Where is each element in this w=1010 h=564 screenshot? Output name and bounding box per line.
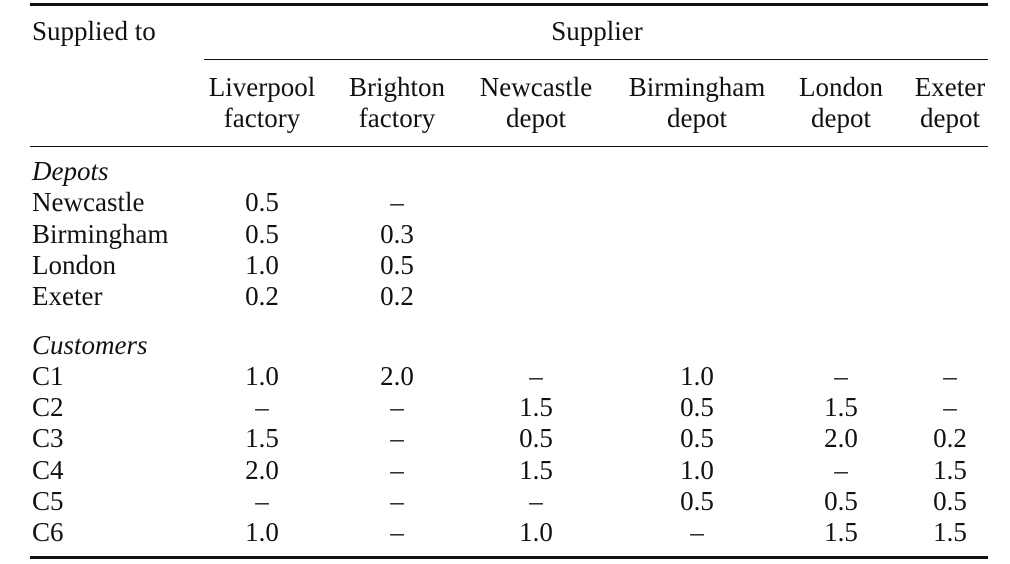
table-cell: 0.5 [245,187,279,217]
table-cell: 1.5 [933,517,967,547]
table-cell: 0.5 [680,486,714,516]
table-cell: 0.5 [680,423,714,453]
stub-header: Supplied to [32,16,156,46]
table-cell: 0.5 [933,486,967,516]
table-cell: 1.5 [519,455,553,485]
row-label: Birmingham [32,219,169,249]
table-cell: 1.5 [519,392,553,422]
col-header-liverpool-line2: factory [223,103,301,133]
col-header-london-line1: London [799,72,883,102]
row-label: C2 [32,392,64,422]
table-cell: – [390,392,404,422]
section-title-customers: Customers [32,330,148,360]
table-cell: 1.5 [245,423,279,453]
section-title-depots: Depots [32,156,109,186]
table-cell: 1.0 [245,250,279,280]
row-label: C4 [32,455,64,485]
table-cell: – [943,361,957,391]
table-cell: 0.5 [519,423,553,453]
row-label: C6 [32,517,64,547]
table-cell: – [529,486,543,516]
col-header-london-line2: depot [811,103,871,133]
table-cell: – [255,486,269,516]
table-cell: – [529,361,543,391]
table-cell: 1.0 [245,361,279,391]
row-label: Newcastle [32,187,145,217]
table-cell: – [690,517,704,547]
table-cell: 0.5 [245,219,279,249]
col-header-exeter-line2: depot [920,103,980,133]
col-header-birmingham-line2: depot [667,103,727,133]
table-cell: 1.0 [680,361,714,391]
table-cell: 0.5 [380,250,414,280]
row-label: C3 [32,423,64,453]
table-cell: 0.2 [245,281,279,311]
top-rule [30,3,988,6]
table-cell: 0.5 [680,392,714,422]
row-label: C5 [32,486,64,516]
header-rule [30,146,988,147]
row-label: London [32,250,116,280]
col-header-newcastle-line2: depot [506,103,566,133]
table-cell: 0.2 [933,423,967,453]
table-cell: – [834,455,848,485]
col-header-brighton-line1: Brighton [348,72,446,102]
bottom-rule [30,556,988,559]
table-cell: – [390,423,404,453]
table-cell: 1.0 [245,517,279,547]
table-cell: 0.5 [824,486,858,516]
col-header-brighton-line2: factory [358,103,436,133]
table-cell: – [390,517,404,547]
table-cell: 2.0 [824,423,858,453]
table-cell: 1.0 [519,517,553,547]
row-label: Exeter [32,281,103,311]
supplier-spanner: Supplier [551,16,643,46]
table-cell: 2.0 [380,361,414,391]
table-cell: 0.2 [380,281,414,311]
spanner-rule [204,59,988,60]
col-header-exeter-line1: Exeter [914,72,986,102]
table-cell: – [834,361,848,391]
table-cell: – [390,455,404,485]
table-cell: 0.3 [380,219,414,249]
table-cell: 2.0 [245,455,279,485]
table-cell: 1.5 [933,455,967,485]
col-header-liverpool-line1: Liverpool [208,72,316,102]
table-cell: – [255,392,269,422]
col-header-birmingham-line1: Birmingham [628,72,766,102]
table-cell: 1.5 [824,392,858,422]
table-cell: – [390,187,404,217]
table-cell: – [390,486,404,516]
table-cell: 1.0 [680,455,714,485]
table-cell: 1.5 [824,517,858,547]
row-label: C1 [32,361,64,391]
col-header-newcastle-line1: Newcastle [479,72,593,102]
table-cell: – [943,392,957,422]
